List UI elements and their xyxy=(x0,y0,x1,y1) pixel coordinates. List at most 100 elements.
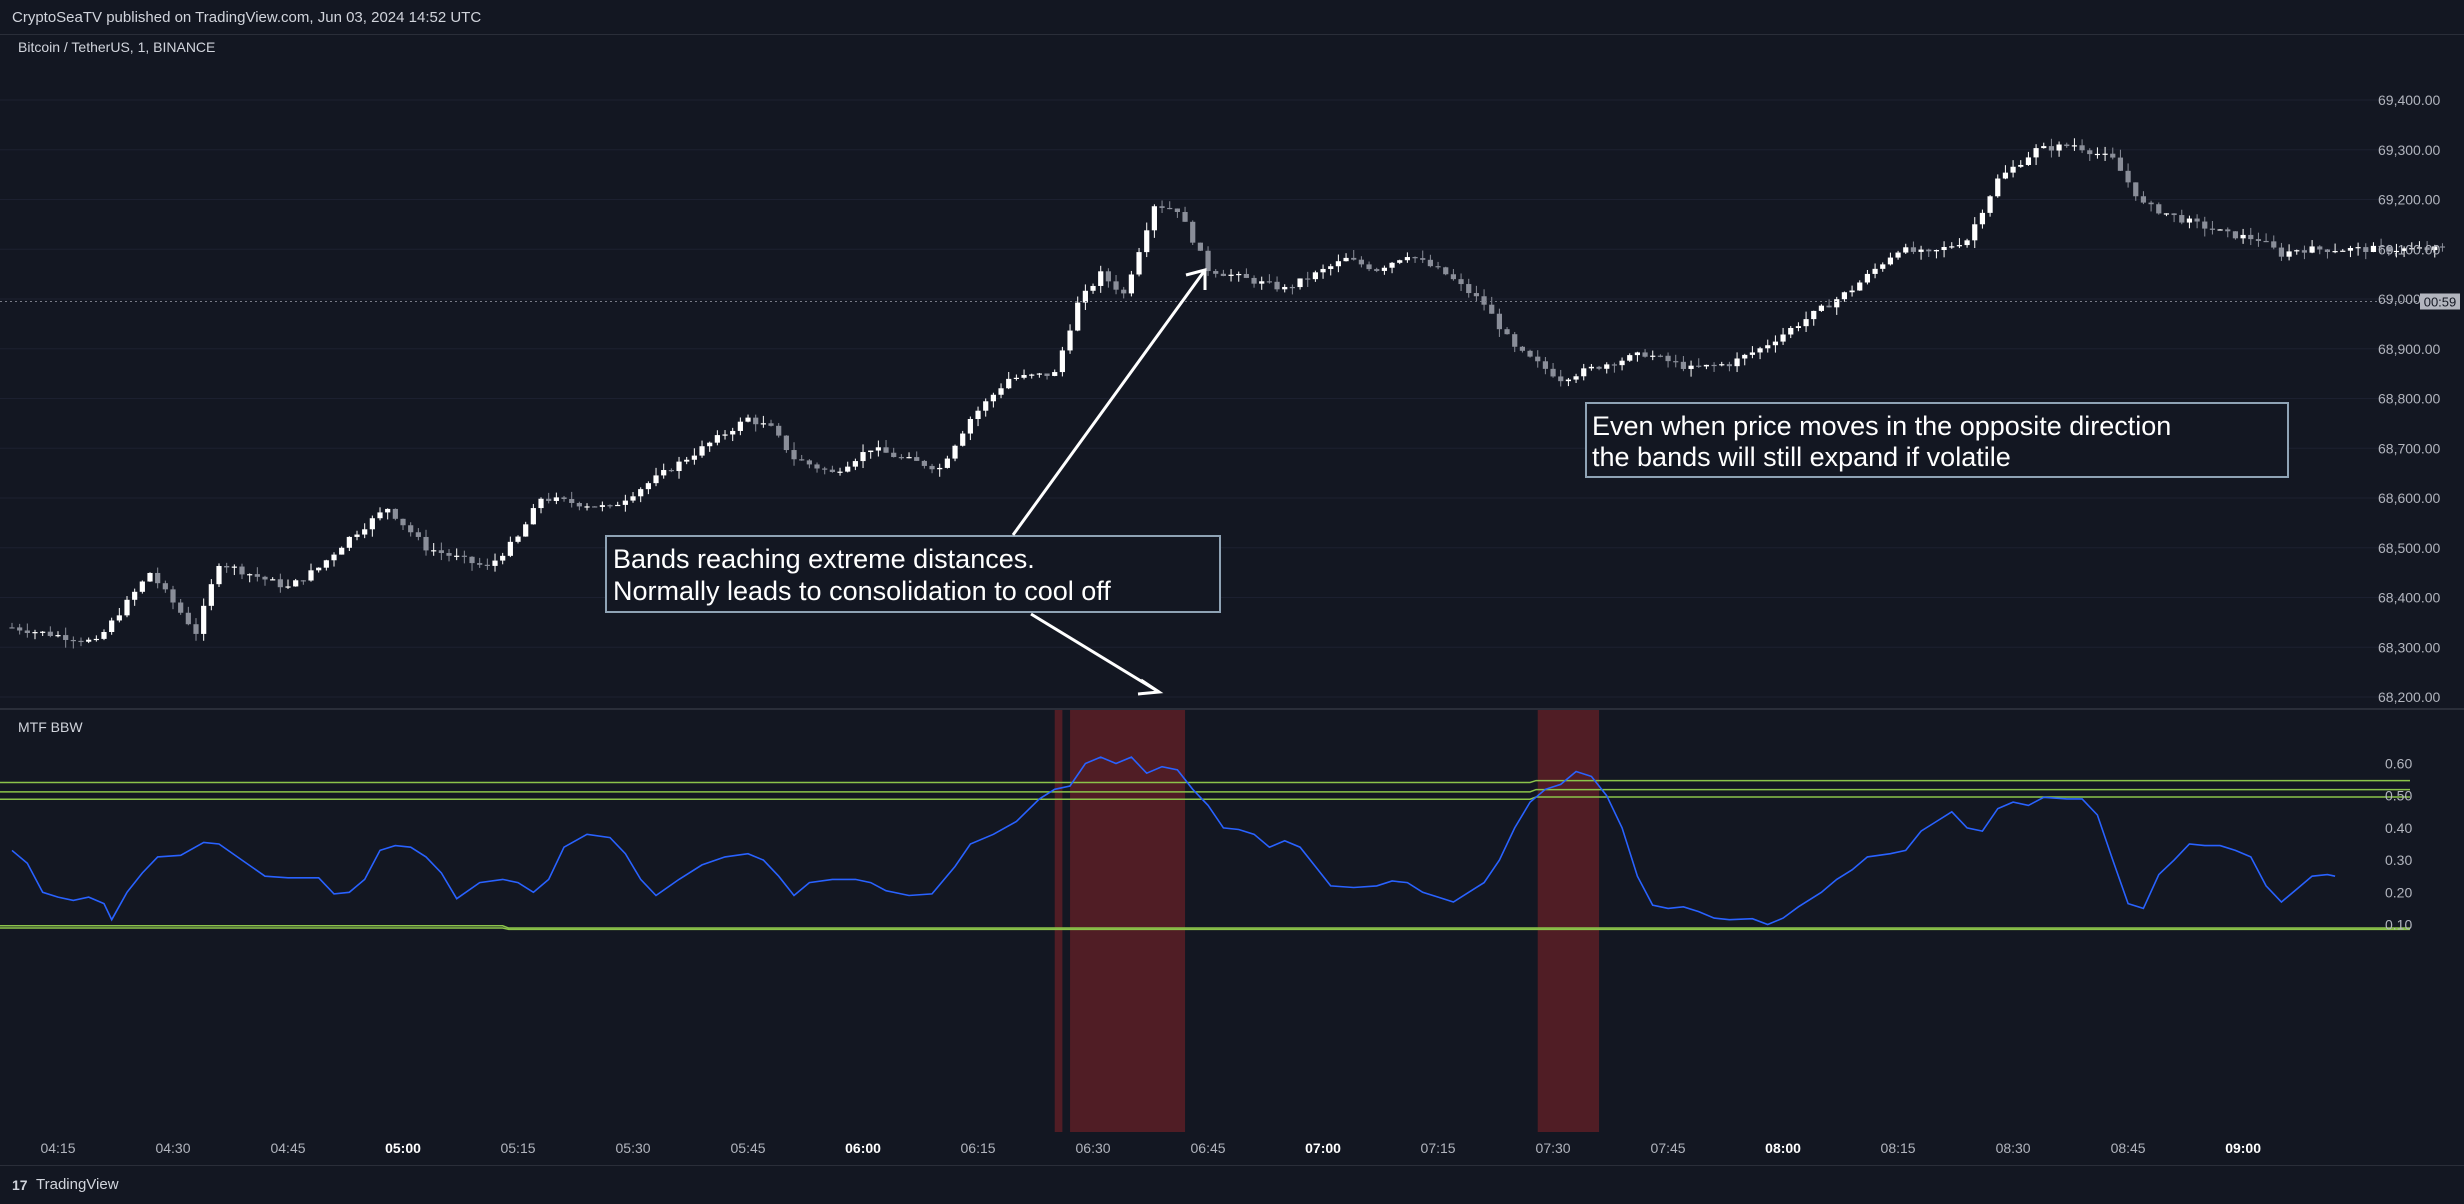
price-tick-label: 69,200.00 xyxy=(2378,192,2440,208)
band-line xyxy=(0,925,2410,929)
candle-body xyxy=(1558,376,1564,382)
candle-body xyxy=(2186,218,2193,223)
candle-body xyxy=(331,554,337,561)
candle-body xyxy=(1688,365,1694,369)
candle-body xyxy=(661,470,667,476)
candle-body xyxy=(860,452,866,462)
candle-body xyxy=(139,581,145,592)
candle-body xyxy=(1795,326,1802,328)
candle-body xyxy=(162,583,168,590)
candle-body xyxy=(1236,273,1242,276)
time-tick-label: 07:15 xyxy=(1421,1140,1456,1156)
candle-body xyxy=(2232,231,2239,239)
candle-body xyxy=(461,555,467,557)
candle-body xyxy=(2225,229,2231,232)
candle-body xyxy=(1443,267,1449,275)
candle-body xyxy=(891,452,897,458)
candle-body xyxy=(2079,145,2085,151)
candle-body xyxy=(1995,178,2001,197)
candle-body xyxy=(837,471,843,473)
candle-body xyxy=(47,631,53,636)
candle-body xyxy=(17,627,23,631)
candle-body xyxy=(868,450,874,453)
time-tick-label: 07:30 xyxy=(1536,1140,1571,1156)
time-tick-label: 06:15 xyxy=(961,1140,996,1156)
candle-body xyxy=(714,435,720,443)
candle-body xyxy=(362,529,368,535)
candle-body xyxy=(722,434,728,436)
candle-body xyxy=(1765,345,1771,349)
price-axis[interactable]: 69,400.0069,300.0069,200.0069,100.0069,0… xyxy=(2378,92,2440,705)
price-tick-label: 68,200.00 xyxy=(2378,689,2440,705)
time-axis[interactable]: 04:15 04:30 04:45 05:00 05:15 05:30 05:45 06:00… xyxy=(40,1140,2261,1156)
candle-body xyxy=(569,499,575,503)
candle-body xyxy=(1013,377,1019,379)
candle-body xyxy=(1903,247,1909,253)
candle-body xyxy=(101,631,107,639)
candle-body xyxy=(1381,267,1387,271)
candle-body xyxy=(1642,352,1648,357)
candle-body xyxy=(1489,304,1495,314)
candle-body xyxy=(1412,257,1418,259)
candle-body xyxy=(799,459,805,461)
candle-body xyxy=(1105,271,1111,282)
candle-body xyxy=(1228,274,1234,276)
highlight-region xyxy=(1054,710,1063,1132)
candle-body xyxy=(1780,334,1786,342)
candle-body xyxy=(1972,224,1978,241)
candle-body xyxy=(592,506,598,508)
footer-bar: 17 TradingView xyxy=(0,1165,2464,1204)
candle-body xyxy=(975,410,981,420)
candle-body xyxy=(2217,229,2223,231)
candle-body xyxy=(2094,153,2101,156)
candle-body xyxy=(1420,258,1426,260)
candle-body xyxy=(1726,364,1733,367)
price-pane[interactable]: Bitcoin / TetherUS, 1, BINANCE 69,400.00… xyxy=(0,39,2464,710)
candle-body xyxy=(446,553,452,556)
candle-body xyxy=(254,574,260,577)
candle-body xyxy=(1565,379,1572,382)
candle-body xyxy=(2117,157,2124,171)
annotation-right-line-2: the bands will still expand if volatile xyxy=(1592,442,2011,472)
candle-body xyxy=(1121,289,1127,294)
candle-body xyxy=(1466,284,1472,294)
bbw-line xyxy=(11,756,2336,926)
trading-chart[interactable]: Bitcoin / TetherUS, 1, BINANCE 69,400.00… xyxy=(0,34,2464,1165)
candle-body xyxy=(116,615,122,621)
candle-body xyxy=(78,640,84,643)
candle-body xyxy=(2294,250,2300,252)
candle-body xyxy=(208,584,214,606)
candle-body xyxy=(2255,239,2262,241)
candle-body xyxy=(1772,341,1779,346)
candle-body xyxy=(1397,260,1403,263)
candle-body xyxy=(178,602,184,613)
time-tick-label: 08:30 xyxy=(1996,1140,2031,1156)
candle-body xyxy=(2271,241,2277,248)
time-tick-label: 04:15 xyxy=(40,1140,75,1156)
candle-body xyxy=(676,461,682,472)
candle-body xyxy=(699,446,705,456)
candle-body xyxy=(1136,252,1142,275)
countdown-badge: 00:59 xyxy=(2420,293,2460,310)
candle-body xyxy=(308,570,314,581)
highlight-regions xyxy=(1054,710,1600,1132)
candle-body xyxy=(1803,319,1809,327)
candle-body xyxy=(921,460,927,466)
candle-body xyxy=(2386,246,2392,252)
indicator-pane[interactable]: MTF BBW 0.60 0.50 0.40 0.30 0.20 0.10 xyxy=(0,710,2412,1132)
candle-body xyxy=(1496,313,1502,330)
candle-body xyxy=(1650,355,1656,357)
candle-body xyxy=(2056,144,2062,151)
indicator-axis[interactable]: 0.60 0.50 0.40 0.30 0.20 0.10 xyxy=(2385,756,2412,933)
candle-body xyxy=(477,563,483,565)
candle-body xyxy=(1113,281,1119,290)
candle-body xyxy=(1864,273,1871,283)
candle-body xyxy=(1811,310,1817,320)
candle-body xyxy=(1627,355,1633,361)
candle-body xyxy=(1949,246,1955,248)
candle-body xyxy=(1895,252,1901,258)
candle-body xyxy=(247,574,253,576)
highlight-region xyxy=(1537,710,1600,1132)
candle-body xyxy=(668,470,674,472)
price-tick-label: 69,300.00 xyxy=(2378,142,2440,158)
